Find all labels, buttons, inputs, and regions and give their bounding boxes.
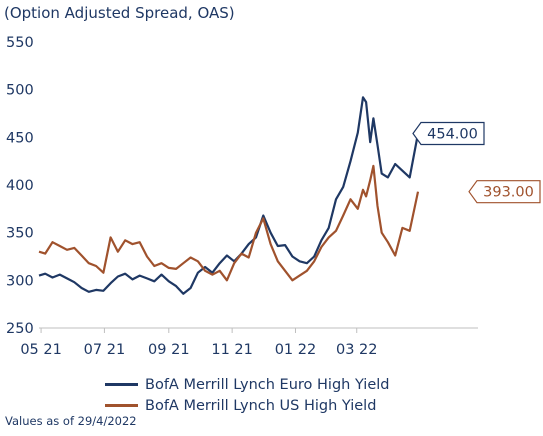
y-tick-label: 400 — [6, 178, 34, 194]
legend-label-us: BofA Merrill Lynch US High Yield — [145, 397, 377, 414]
x-tick-label: 09 21 — [148, 342, 190, 358]
end-label-us-high-yield-box — [468, 180, 541, 204]
y-tick-label: 550 — [6, 35, 34, 51]
x-tick-label: 03 22 — [336, 342, 378, 358]
end-label-euro-high-yield-box — [412, 121, 485, 146]
x-tick-label: 07 21 — [84, 342, 126, 358]
end-label-us-high-yield: 393.00 — [483, 185, 534, 201]
legend: BofA Merrill Lynch Euro High Yield BofA … — [105, 374, 389, 416]
chart-subtitle: (Option Adjusted Spread, OAS) — [4, 4, 235, 22]
legend-item-us: BofA Merrill Lynch US High Yield — [105, 395, 389, 416]
x-tick-label: 01 22 — [275, 342, 317, 358]
x-tick-label: 11 21 — [211, 342, 253, 358]
y-tick-label: 250 — [6, 321, 34, 337]
x-axis: 05 21 07 21 09 21 11 21 01 22 03 22 — [20, 327, 478, 358]
legend-label-euro: BofA Merrill Lynch Euro High Yield — [145, 376, 390, 393]
series-line-us-high-yield — [38, 164, 420, 282]
end-callouts: 454.00 393.00 — [412, 121, 541, 204]
end-label-euro-high-yield: 454.00 — [427, 127, 478, 143]
y-tick-label: 300 — [6, 273, 34, 289]
y-tick-label: 450 — [6, 130, 34, 146]
y-tick-label: 350 — [6, 226, 34, 242]
footnote: Values as of 29/4/2022 — [5, 414, 137, 428]
plot-lines — [38, 96, 420, 295]
x-tick-label: 05 21 — [20, 342, 62, 358]
legend-swatch-us — [105, 404, 138, 407]
legend-swatch-euro — [105, 383, 138, 386]
y-tick-label: 500 — [6, 83, 34, 99]
legend-item-euro: BofA Merrill Lynch Euro High Yield — [105, 374, 389, 395]
y-axis: 250 300 350 400 450 500 550 — [6, 35, 34, 337]
